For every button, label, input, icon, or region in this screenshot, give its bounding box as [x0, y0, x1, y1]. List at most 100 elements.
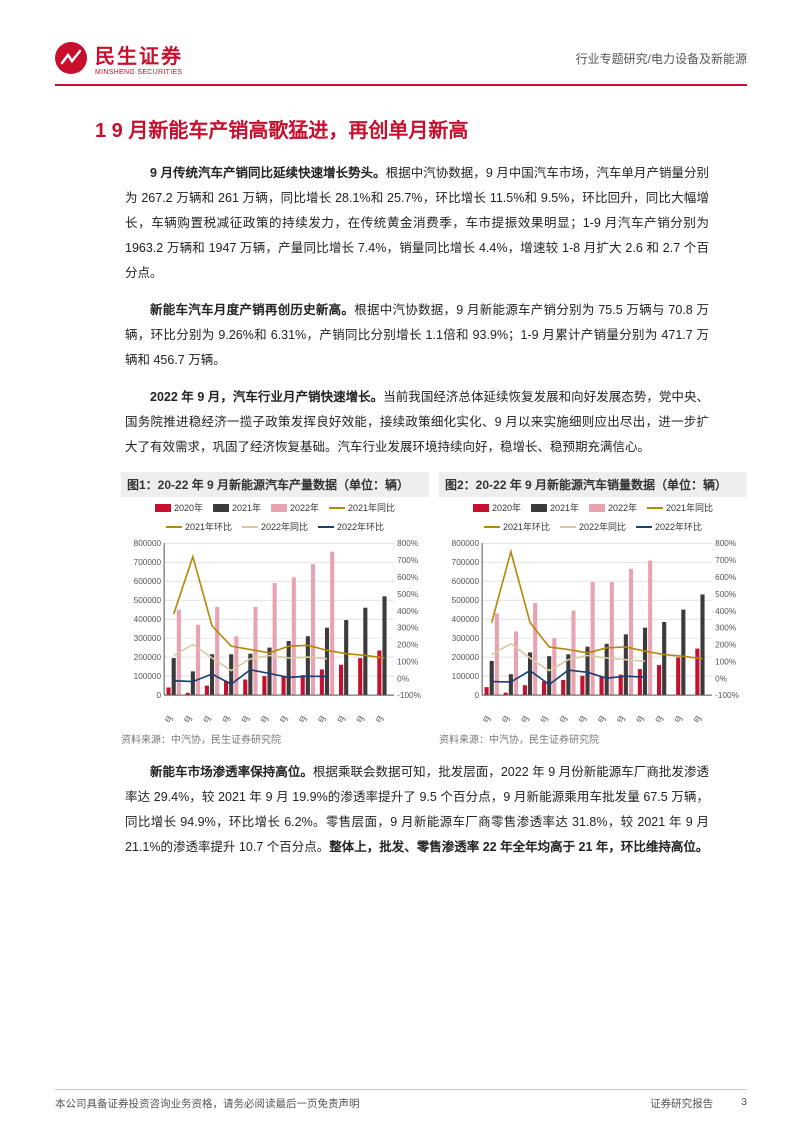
paragraph: 2022 年 9 月，汽车行业月产销快速增长。当前我国经济总体延续恢复发展和向好… [125, 385, 709, 460]
svg-text:11月: 11月 [351, 714, 367, 722]
legend-item: 2022年同比 [560, 520, 626, 533]
svg-text:400000: 400000 [134, 615, 162, 624]
legend-item: 2021年 [213, 501, 261, 514]
svg-text:500000: 500000 [452, 596, 480, 605]
chart2-legend: 2020年 2021年 2022年 2021年同比 2021年环比 2022年同比 2022… [439, 501, 747, 533]
svg-text:0: 0 [156, 691, 161, 700]
svg-text:800000: 800000 [134, 539, 162, 548]
page-number: 3 [741, 1096, 747, 1111]
svg-text:300%: 300% [397, 624, 418, 633]
svg-text:2月: 2月 [180, 714, 194, 722]
chart1-plot: 0 100000 200000 300000 400000 500000 600000 700… [121, 537, 429, 727]
svg-text:1月: 1月 [479, 714, 493, 722]
svg-text:8月: 8月 [295, 714, 309, 722]
svg-text:6月: 6月 [575, 714, 589, 722]
header-category: 行业专题研究/电力设备及新能源 [576, 50, 747, 67]
logo-cn: 民生证券 [95, 40, 183, 69]
svg-text:100%: 100% [397, 657, 418, 666]
svg-text:300000: 300000 [452, 634, 480, 643]
chart2-title: 图2：20-22 年 9 月新能源汽车销量数据（单位：辆） [439, 472, 747, 497]
minsheng-logo-icon [55, 42, 87, 74]
svg-text:2月: 2月 [498, 714, 512, 722]
svg-text:200%: 200% [397, 641, 418, 650]
svg-text:11月: 11月 [669, 714, 685, 722]
paragraphs: 9 月传统汽车产销同比延续快速增长势头。根据中汽协数据，9 月中国汽车市场，汽车… [55, 161, 747, 460]
svg-text:300%: 300% [715, 624, 736, 633]
chart2-plot: 0100000200000300000400000500000600000700… [439, 537, 747, 727]
svg-text:100000: 100000 [452, 672, 480, 681]
svg-text:3月: 3月 [200, 714, 214, 722]
svg-text:7月: 7月 [276, 714, 290, 722]
svg-text:700%: 700% [397, 556, 418, 565]
svg-text:800%: 800% [715, 539, 736, 548]
svg-text:3月: 3月 [518, 714, 532, 722]
svg-text:600%: 600% [715, 573, 736, 582]
legend-item: 2021年 [531, 501, 579, 514]
page-footer: 本公司具备证券投资咨询业务资格，请务必阅读最后一页免责声明 证券研究报告 3 [55, 1089, 747, 1111]
chart1-source: 资料来源：中汽协，民生证券研究院 [121, 731, 429, 746]
svg-text:200000: 200000 [134, 653, 162, 662]
svg-text:1月: 1月 [161, 714, 175, 722]
chart2-source: 资料来源：中汽协，民生证券研究院 [439, 731, 747, 746]
svg-text:0%: 0% [397, 674, 409, 683]
chart1-legend: 2020年 2021年 2022年 2021年同比 2021年环比 2022年同比 2022… [121, 501, 429, 533]
svg-text:0: 0 [474, 691, 479, 700]
main-content: 1 9 月新能车产销高歌猛进，再创单月新高 9 月传统汽车产销同比延续快速增长势… [55, 114, 747, 860]
svg-text:400%: 400% [397, 607, 418, 616]
svg-text:200000: 200000 [452, 653, 480, 662]
svg-text:300000: 300000 [134, 634, 162, 643]
svg-text:6月: 6月 [257, 714, 271, 722]
legend-item: 2021年环比 [166, 520, 232, 533]
legend-item: 2021年环比 [484, 520, 550, 533]
svg-text:700000: 700000 [452, 558, 480, 567]
legend-item: 2022年 [589, 501, 637, 514]
svg-text:700000: 700000 [134, 558, 162, 567]
svg-text:800000: 800000 [452, 539, 480, 548]
post-chart-paragraph: 新能车市场渗透率保持高位。根据乘联会数据可知，批发层面，2022 年 9 月份新… [55, 760, 747, 860]
svg-text:500000: 500000 [134, 596, 162, 605]
svg-text:600000: 600000 [452, 577, 480, 586]
legend-item: 2021年同比 [647, 501, 713, 514]
svg-text:400%: 400% [715, 607, 736, 616]
page-header: 民生证券 MINSHENG SECURITIES 行业专题研究/电力设备及新能源 [55, 40, 747, 86]
svg-text:600%: 600% [397, 573, 418, 582]
svg-text:4月: 4月 [537, 714, 551, 722]
svg-text:9月: 9月 [315, 714, 329, 722]
legend-item: 2020年 [473, 501, 521, 514]
svg-text:10月: 10月 [331, 714, 347, 722]
svg-text:8月: 8月 [613, 714, 627, 722]
report-type: 证券研究报告 [650, 1096, 713, 1111]
logo-block: 民生证券 MINSHENG SECURITIES [55, 40, 183, 76]
logo-en: MINSHENG SECURITIES [95, 69, 183, 76]
svg-text:10月: 10月 [649, 714, 665, 722]
svg-text:-100%: -100% [715, 691, 739, 700]
svg-text:800%: 800% [397, 539, 418, 548]
svg-text:100%: 100% [715, 657, 736, 666]
legend-item: 2022年 [271, 501, 319, 514]
svg-text:5月: 5月 [556, 714, 570, 722]
legend-item: 2022年同比 [242, 520, 308, 533]
svg-text:500%: 500% [397, 590, 418, 599]
legend-item: 2022年环比 [636, 520, 702, 533]
svg-text:12月: 12月 [370, 714, 386, 722]
svg-text:600000: 600000 [134, 577, 162, 586]
paragraph: 9 月传统汽车产销同比延续快速增长势头。根据中汽协数据，9 月中国汽车市场，汽车… [125, 161, 709, 286]
chart-production: 图1：20-22 年 9 月新能源汽车产量数据（单位：辆） 2020年 2021年… [121, 472, 429, 746]
svg-text:200%: 200% [715, 641, 736, 650]
svg-text:700%: 700% [715, 556, 736, 565]
svg-text:4月: 4月 [219, 714, 233, 722]
disclaimer: 本公司具备证券投资咨询业务资格，请务必阅读最后一页免责声明 [55, 1096, 360, 1111]
svg-text:5月: 5月 [238, 714, 252, 722]
svg-text:-100%: -100% [397, 691, 421, 700]
legend-item: 2021年同比 [329, 501, 395, 514]
svg-text:9月: 9月 [633, 714, 647, 722]
svg-text:500%: 500% [715, 590, 736, 599]
svg-text:100000: 100000 [134, 672, 162, 681]
chart1-title: 图1：20-22 年 9 月新能源汽车产量数据（单位：辆） [121, 472, 429, 497]
charts-row: 图1：20-22 年 9 月新能源汽车产量数据（单位：辆） 2020年 2021年… [121, 472, 747, 746]
section-title: 1 9 月新能车产销高歌猛进，再创单月新高 [95, 114, 747, 143]
legend-item: 2020年 [155, 501, 203, 514]
chart-sales: 图2：20-22 年 9 月新能源汽车销量数据（单位：辆） 2020年 2021年… [439, 472, 747, 746]
svg-text:12月: 12月 [688, 714, 704, 722]
legend-item: 2022年环比 [318, 520, 384, 533]
